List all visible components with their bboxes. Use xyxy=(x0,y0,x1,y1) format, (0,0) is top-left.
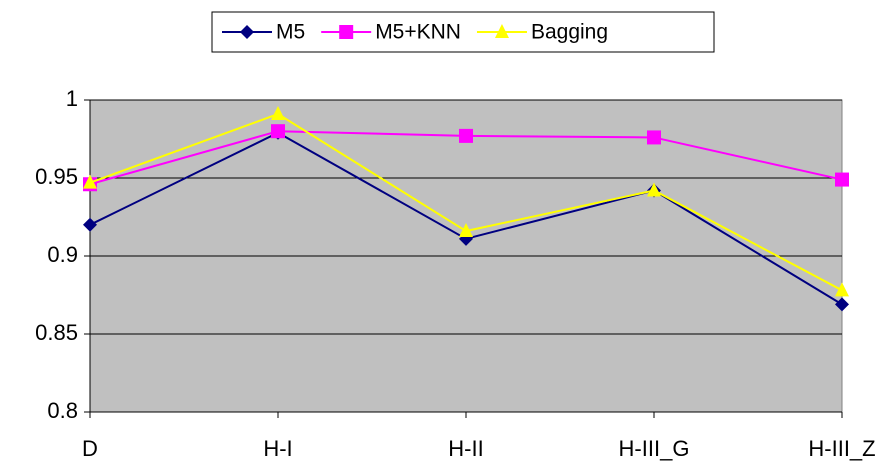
y-tick-label: 1 xyxy=(66,86,78,111)
marker xyxy=(459,223,473,238)
marker xyxy=(271,124,285,139)
legend-label: Bagging xyxy=(531,21,608,44)
legend-box xyxy=(211,11,715,53)
marker xyxy=(83,174,97,189)
x-tick-label: H-II xyxy=(448,436,483,461)
x-tick-label: H-III_G xyxy=(619,436,690,461)
marker xyxy=(835,297,849,312)
marker xyxy=(339,25,354,39)
marker xyxy=(83,217,97,232)
x-tick-label: H-I xyxy=(263,436,292,461)
marker xyxy=(647,182,661,197)
marker xyxy=(835,172,849,187)
marker xyxy=(494,24,509,38)
marker xyxy=(835,282,849,297)
y-tick-label: 0.9 xyxy=(47,242,78,267)
legend-label: M5 xyxy=(276,21,305,44)
legend-label: M5+KNN xyxy=(375,21,461,44)
y-tick-label: 0.95 xyxy=(35,164,78,189)
marker xyxy=(240,25,254,39)
marker xyxy=(647,130,661,145)
y-tick-label: 0.8 xyxy=(47,398,78,423)
x-tick-label: H-III_Z xyxy=(808,436,875,461)
y-tick-label: 0.85 xyxy=(35,320,78,345)
x-tick-label: D xyxy=(82,436,98,461)
marker xyxy=(271,106,285,121)
marker xyxy=(459,128,473,143)
